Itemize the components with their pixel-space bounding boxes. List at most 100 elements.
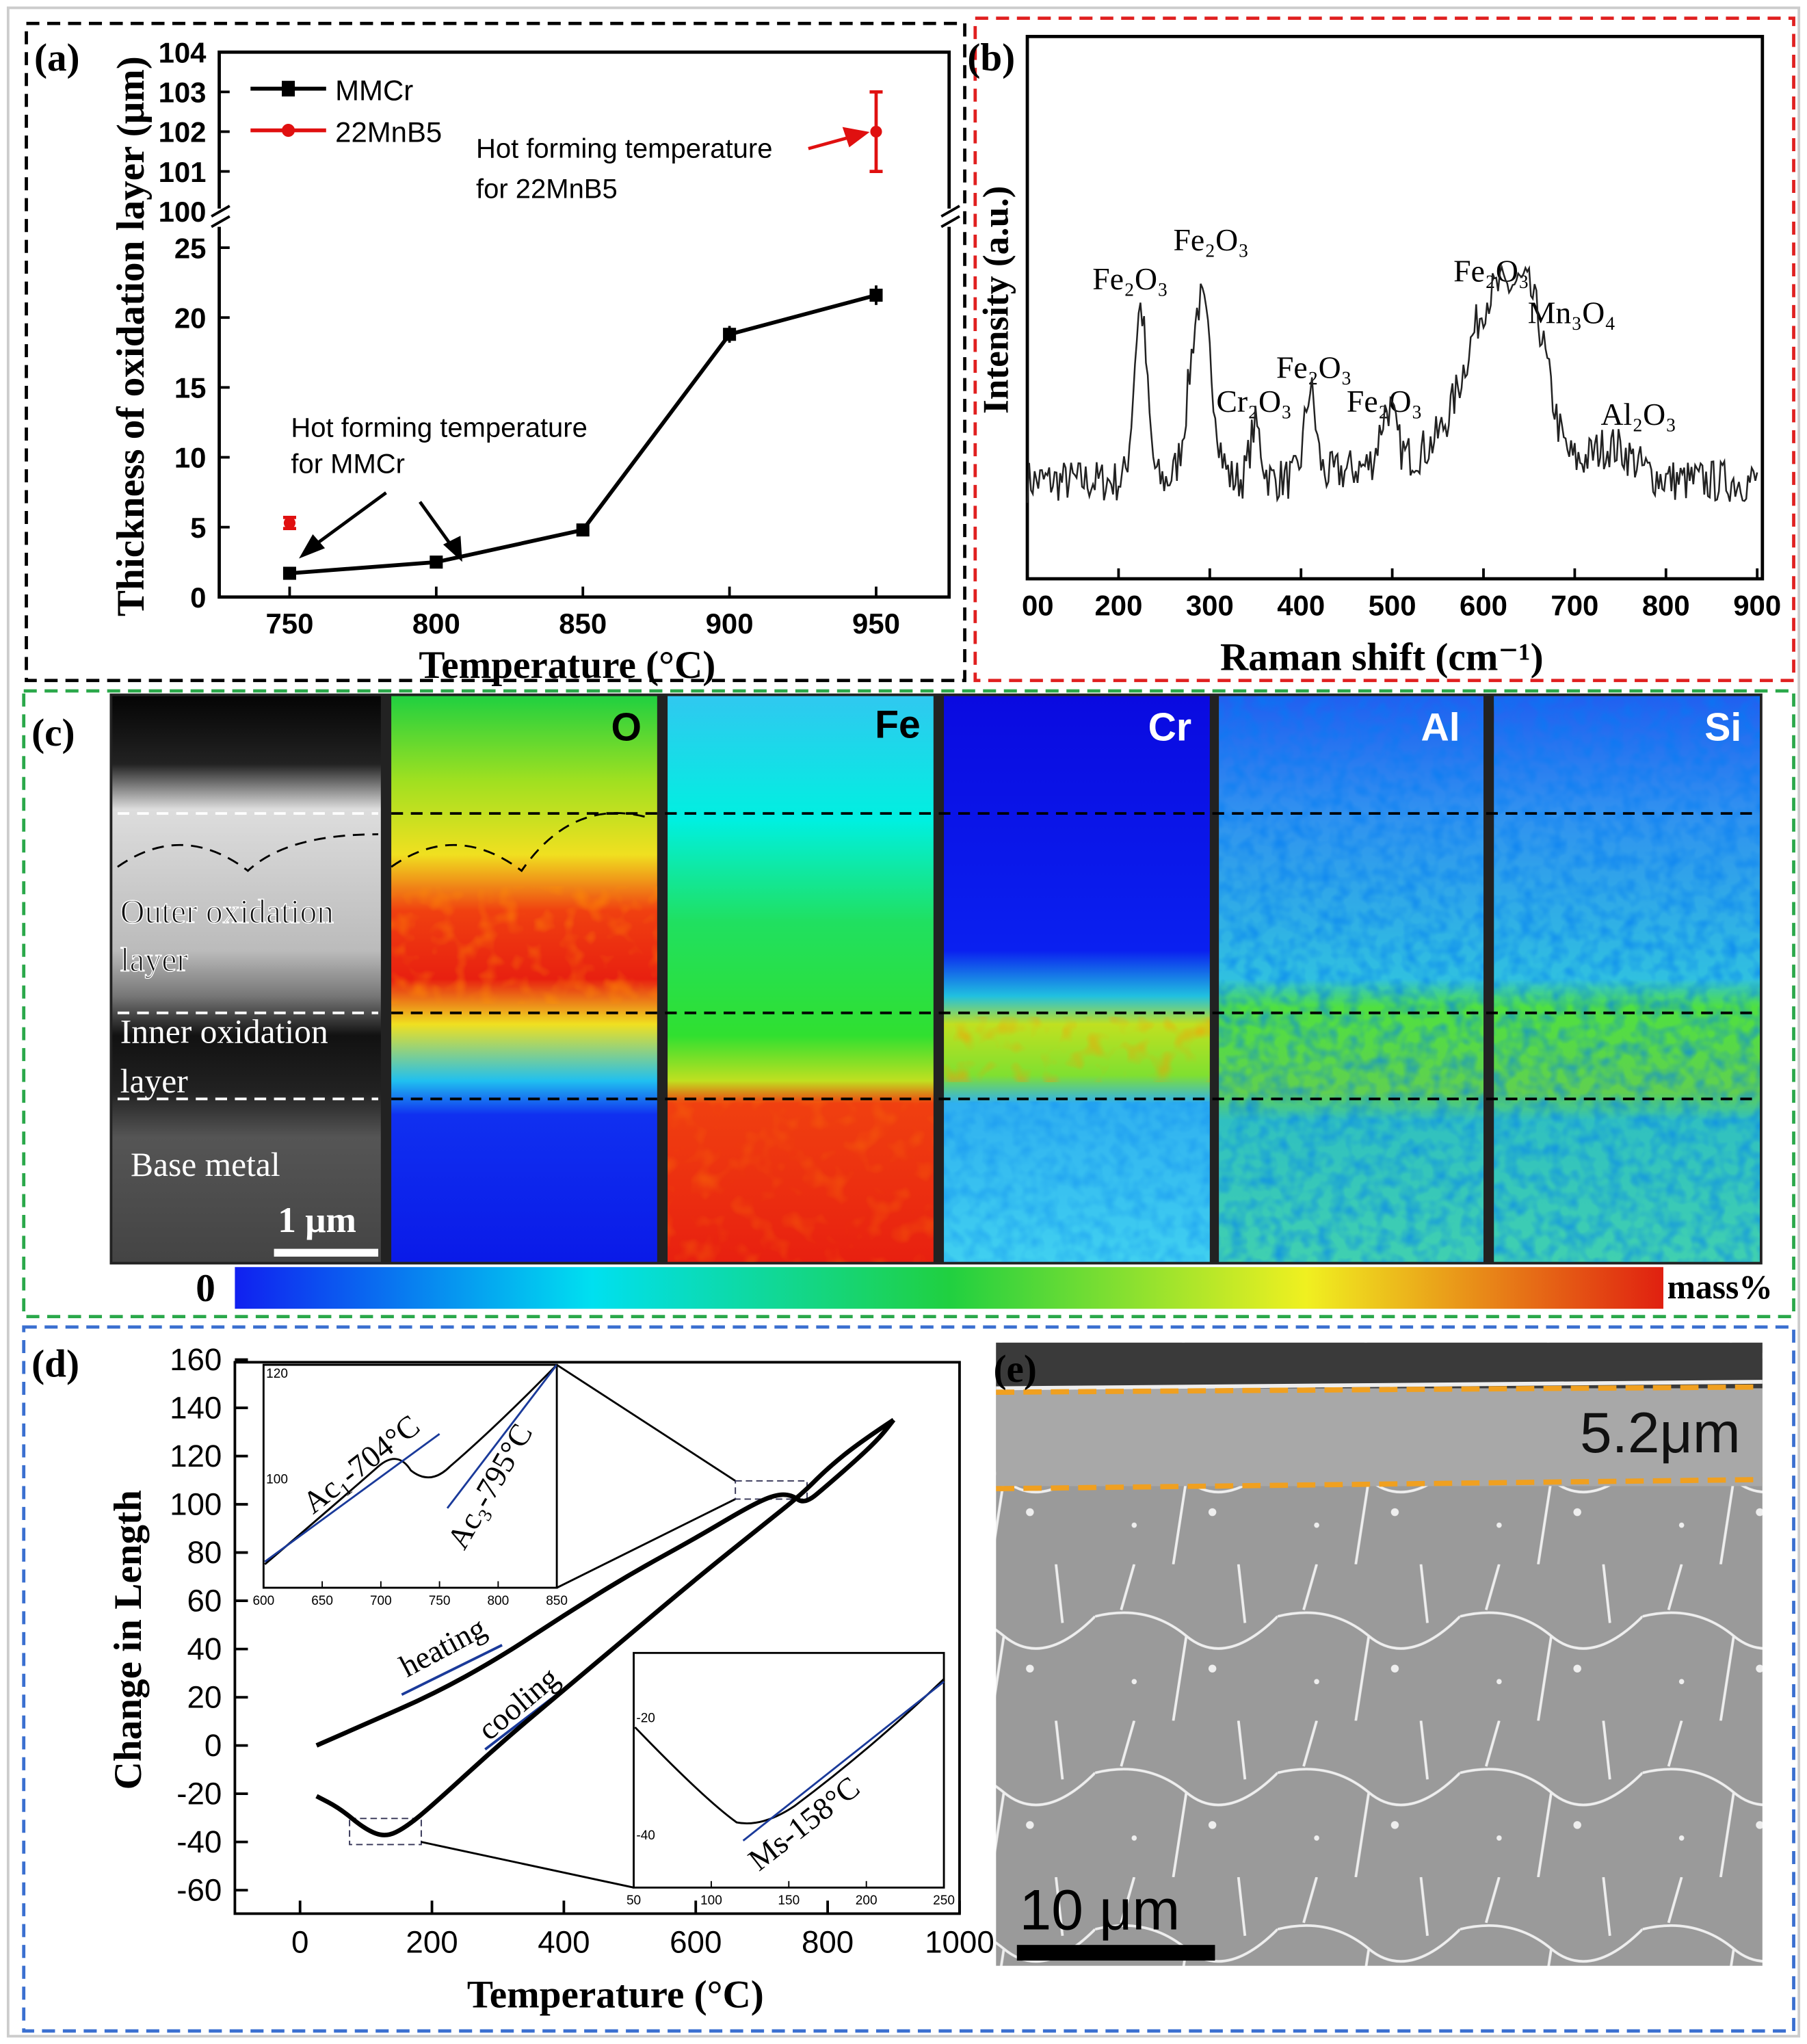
panel-a-label: (a) bbox=[34, 36, 80, 79]
element-label-cr: Cr bbox=[1148, 705, 1192, 749]
outer-border bbox=[6, 6, 1801, 2038]
panel-b-label: (b) bbox=[967, 36, 1015, 79]
axis-break-mark bbox=[211, 215, 230, 228]
inset-y-tick-label: 120 bbox=[266, 1367, 288, 1381]
panel-b-frame bbox=[973, 16, 1795, 683]
inset-x-tick-label: 150 bbox=[778, 1894, 800, 1908]
y-tick-label: 101 bbox=[159, 156, 207, 188]
element-label-si: Si bbox=[1704, 705, 1741, 749]
y-axis-title: Thickness of oxidation layer (μm) bbox=[109, 56, 153, 616]
mmcr-point bbox=[723, 328, 737, 341]
scale-bar-label: 10 μm bbox=[1020, 1877, 1181, 1941]
x-tick-label: 950 bbox=[852, 607, 900, 640]
inset-x-tick-label: 100 bbox=[700, 1894, 722, 1908]
y-tick-label: 5 bbox=[190, 512, 206, 544]
layer-label-inner: Inner oxidation bbox=[120, 1012, 328, 1050]
x-tick-label: 600 bbox=[1460, 589, 1507, 621]
annotation-mmcr-line2: for MMCr bbox=[291, 449, 405, 480]
inset-y-tick-label: -20 bbox=[636, 1711, 655, 1725]
element-label-fe: Fe bbox=[875, 703, 921, 747]
layer-boundaries bbox=[117, 812, 1760, 1101]
x-tick-label: 600 bbox=[670, 1925, 722, 1960]
panel-c-frame bbox=[22, 689, 1795, 1319]
element-label-al: Al bbox=[1421, 705, 1460, 749]
raman-spectrum-line bbox=[1026, 264, 1758, 503]
colorbar-unit: mass% bbox=[1667, 1268, 1773, 1306]
y-tick-label: 100 bbox=[159, 196, 207, 228]
y-tick-label: 60 bbox=[187, 1583, 222, 1618]
scale-bar bbox=[1016, 1945, 1215, 1961]
plot-area bbox=[233, 1361, 961, 1915]
panel-a-frame bbox=[25, 21, 966, 683]
inset-x-tick-label: 800 bbox=[487, 1594, 509, 1608]
panel-c-eds-maps: Outer oxidation layer Inner oxidation la… bbox=[31, 693, 1773, 1310]
inset-x-tick-label: 750 bbox=[429, 1594, 451, 1608]
panel-c-label: (c) bbox=[31, 711, 75, 755]
legend-mmcr: MMCr bbox=[335, 75, 413, 107]
peak-label: Mn₃O₄ bbox=[1528, 296, 1615, 330]
y-tick-label: 80 bbox=[187, 1535, 222, 1570]
x-tick-label: 700 bbox=[1551, 589, 1598, 621]
oxide-top-line bbox=[996, 1384, 1763, 1396]
x-tick-label: 900 bbox=[1733, 589, 1781, 621]
x-tick-label: 200 bbox=[406, 1925, 458, 1960]
panel-d-label: (d) bbox=[31, 1342, 79, 1385]
layer-label-base: Base metal bbox=[131, 1146, 280, 1183]
x-tick-label: 00 bbox=[1022, 589, 1054, 621]
inset-cooling: Ms-158°C bbox=[349, 1651, 945, 1889]
y-axis-title: Intensity (a.u.) bbox=[975, 186, 1016, 414]
x-tick-label: 1000 bbox=[925, 1925, 994, 1960]
sem-cross-section bbox=[112, 696, 381, 1262]
y-tick-label: 140 bbox=[170, 1390, 222, 1425]
mmcr-point bbox=[869, 288, 883, 302]
peak-label: Fe₂O₃ bbox=[1092, 261, 1168, 296]
y-tick-label: -20 bbox=[176, 1776, 222, 1811]
y-tick-label: 104 bbox=[159, 36, 207, 68]
y-tick-label: 25 bbox=[174, 232, 207, 264]
plot-area bbox=[1025, 34, 1765, 581]
inset-x-tick-label: 650 bbox=[311, 1594, 333, 1608]
x-axis-title: Temperature (°C) bbox=[419, 644, 715, 687]
heating-curve bbox=[315, 1418, 896, 1748]
y-tick-label: 120 bbox=[170, 1439, 222, 1473]
x-tick-label: 800 bbox=[1642, 589, 1690, 621]
x-tick-label: 400 bbox=[1277, 589, 1325, 621]
oxide-bottom-line bbox=[996, 1477, 1763, 1492]
scale-bar bbox=[274, 1248, 379, 1257]
y-tick-label: 20 bbox=[187, 1679, 222, 1714]
mmcr-point bbox=[282, 566, 296, 580]
y-tick-label: 10 bbox=[174, 442, 207, 474]
x-tick-label: 800 bbox=[802, 1925, 854, 1960]
cooling-curve bbox=[315, 1417, 895, 1837]
colorbar-min: 0 bbox=[196, 1267, 215, 1310]
axis-break-mark bbox=[940, 205, 960, 218]
panel-e-sem-image: 5.2μm 10 μm (e) bbox=[993, 1342, 1763, 1966]
x-tick-label: 200 bbox=[1094, 589, 1142, 621]
legend-22mnb5: 22MnB5 bbox=[335, 116, 442, 148]
y-tick-label: 15 bbox=[174, 372, 207, 404]
element-label-o: O bbox=[611, 705, 642, 749]
legend: MMCr 22MnB5 bbox=[250, 75, 442, 148]
peak-label: Fe₂O₃ bbox=[1173, 222, 1249, 257]
panel-e-label: (e) bbox=[993, 1348, 1036, 1391]
inset-x-tick-label: 700 bbox=[370, 1594, 392, 1608]
y-tick-label: 0 bbox=[205, 1728, 222, 1763]
inset-y-tick-label: 100 bbox=[266, 1473, 288, 1487]
layer-label-outer-2: layer bbox=[120, 941, 188, 979]
layer-label-outer: Outer oxidation bbox=[120, 893, 334, 930]
oxide-thickness-label: 5.2μm bbox=[1580, 1400, 1741, 1465]
layer-label-inner-2: layer bbox=[120, 1062, 188, 1100]
y-tick-label: 102 bbox=[159, 116, 207, 148]
peak-label: Al₂O₃ bbox=[1601, 397, 1677, 432]
y-tick-label: 100 bbox=[170, 1486, 222, 1521]
annotation-22mnb5-line1: Hot forming temperature bbox=[476, 134, 773, 164]
panel-d-chart: (d) Change in Length Temperature (°C) Ac… bbox=[31, 1342, 994, 2017]
y-tick-label: 103 bbox=[159, 77, 207, 109]
x-tick-label: 400 bbox=[538, 1925, 590, 1960]
mmcr-point bbox=[430, 555, 443, 569]
axis-break-mark bbox=[940, 215, 960, 228]
inset-x-tick-label: 600 bbox=[252, 1594, 274, 1608]
peak-label: Cr₂O₃ bbox=[1216, 384, 1292, 419]
22mnb5-point bbox=[870, 125, 882, 138]
y-tick-label: -40 bbox=[176, 1824, 222, 1859]
